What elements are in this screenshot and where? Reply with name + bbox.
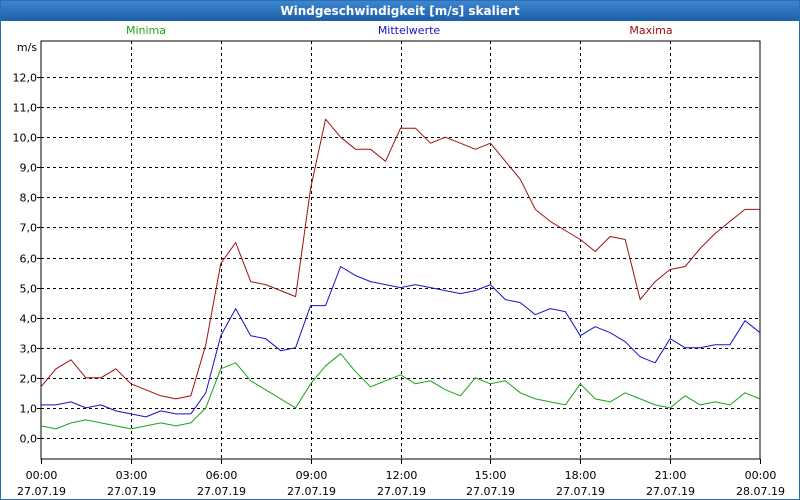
y-tick-label: 8,0	[20, 192, 38, 205]
series-line-mittelwerte	[41, 266, 761, 418]
x-tick-date: 27.07.19	[287, 485, 336, 498]
legend-maxima: Maxima	[629, 24, 672, 37]
y-tick-label: 4,0	[20, 313, 38, 326]
x-tick-date: 27.07.19	[556, 485, 605, 498]
x-ticks: 00:00 27.07.19 03:00 27.07.19 06:00 27.07.19 0…	[17, 469, 785, 498]
y-ticks: 0,0 1,0 2,0 3,0 4,0 5,0 6,0 7,0 8,0 9,0 10,0 11,0 12…	[13, 72, 38, 446]
y-tick-label: 12,0	[13, 72, 38, 85]
x-tick-time: 21:00	[655, 469, 687, 482]
x-tick-time: 09:00	[296, 469, 328, 482]
y-tick-label: 1,0	[20, 403, 38, 416]
legend-minima: Minima	[126, 24, 166, 37]
x-tick-date: 27.07.19	[466, 485, 515, 498]
y-tick-label: 0,0	[20, 433, 38, 446]
x-tick-time: 12:00	[386, 469, 418, 482]
y-tick-label: 3,0	[20, 343, 38, 356]
axes	[37, 40, 761, 464]
window-title: Windgeschwindigkeit [m/s] skaliert	[1, 1, 799, 21]
series-lines	[40, 118, 761, 430]
x-tick-date: 27.07.19	[377, 485, 426, 498]
y-tick-label: 2,0	[20, 373, 38, 386]
x-tick-time: 03:00	[116, 469, 148, 482]
series-line-maxima	[40, 118, 760, 400]
plot-area	[40, 40, 761, 460]
y-tick-label: 9,0	[20, 162, 38, 175]
x-tick-date: 27.07.19	[646, 485, 695, 498]
x-tick-date: 27.07.19	[107, 485, 156, 498]
y-tick-label: 11,0	[13, 102, 38, 115]
x-tick-time: 06:00	[206, 469, 238, 482]
y-tick-label: 6,0	[20, 253, 38, 266]
x-tick-time: 18:00	[565, 469, 597, 482]
y-tick-label: 7,0	[20, 222, 38, 235]
x-tick-time: 00:00	[745, 469, 777, 482]
y-axis-label: m/s	[17, 41, 37, 54]
y-tick-label: 5,0	[20, 283, 38, 296]
series-line-minima	[40, 353, 761, 430]
x-tick-date: 28.07.19	[736, 485, 785, 498]
x-tick-time: 00:00	[26, 469, 58, 482]
x-tick-time: 15:00	[475, 469, 507, 482]
legend-mittelwerte: Mittelwerte	[378, 24, 441, 37]
legend: Minima Mittelwerte Maxima	[126, 24, 673, 37]
y-tick-label: 10,0	[13, 132, 38, 145]
x-tick-date: 27.07.19	[17, 485, 66, 498]
x-tick-date: 27.07.19	[197, 485, 246, 498]
grid	[41, 41, 760, 459]
